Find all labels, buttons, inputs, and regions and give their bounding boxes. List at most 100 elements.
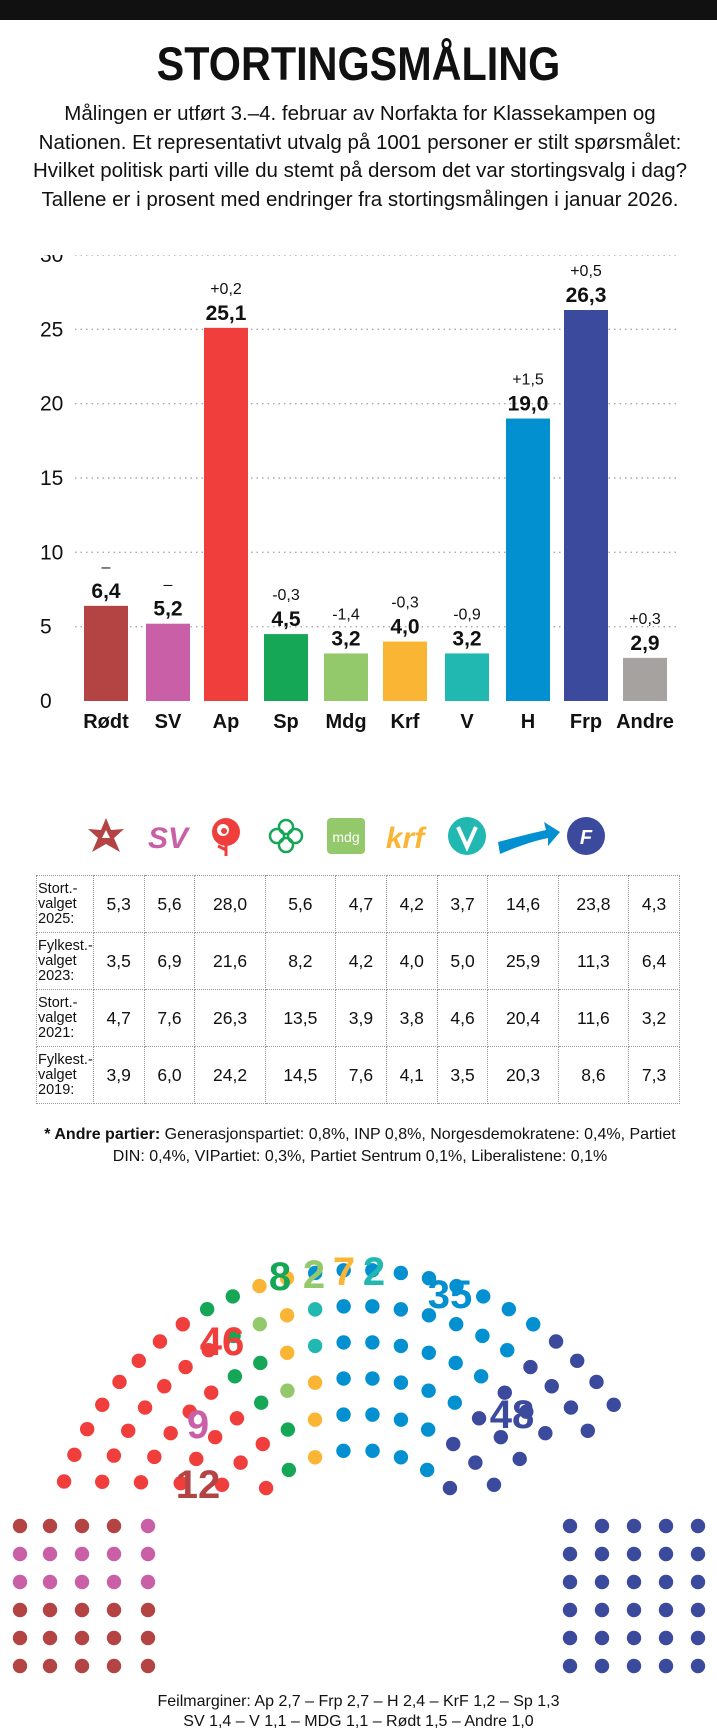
seat-dot-frp <box>690 1602 706 1618</box>
seat-dot-ap <box>133 1475 149 1490</box>
change-label-ap: +0,2 <box>210 281 242 298</box>
seat-dot-ap <box>178 1359 193 1375</box>
note-head: * Andre partier: <box>44 1126 161 1143</box>
seat-dot-rodt <box>140 1630 156 1646</box>
change-label-mdg: -1,4 <box>332 606 360 623</box>
history-row: Stort.- valget 2025: 5,3 5,6 28,0 5,6 4,7 4,2 3,7… <box>36 875 680 933</box>
x-label-rødt: Rødt <box>83 711 129 733</box>
history-cell: 5,6 <box>264 875 337 933</box>
history-cell: 20,3 <box>487 1046 559 1104</box>
history-cell: 13,5 <box>264 989 337 1047</box>
change-label-v: -0,9 <box>453 606 481 623</box>
seat-dot-krf <box>307 1375 323 1390</box>
history-row: Fylkest.- valget 2019: 3,9 6,0 24,2 14,5 7,6 4,1… <box>36 1046 680 1104</box>
history-cell: 3,7 <box>436 875 489 933</box>
history-cell: 5,6 <box>143 875 196 933</box>
seat-dot-frp <box>594 1546 610 1562</box>
row-label-line: valget <box>38 1009 77 1026</box>
bar-h <box>506 418 550 701</box>
history-cell: 6,9 <box>143 932 196 990</box>
seat-dot-h <box>476 1289 491 1304</box>
history-cell: 4,7 <box>335 875 387 933</box>
margins-line2: SV 1,4 – V 1,1 – MDG 1,1 – Rødt 1,5 – An… <box>183 1713 534 1730</box>
v-logo-icon <box>448 817 486 855</box>
change-labels: – – +0,2 -0,3 -1,4 -0,3 -0,9 +1,5 +0,5 +0,3 <box>102 263 661 628</box>
seat-dot-h <box>421 1345 437 1360</box>
seat-dots <box>12 1263 706 1674</box>
seat-dot-frp <box>690 1658 706 1674</box>
seat-dot-frp <box>562 1658 578 1674</box>
history-row-label: Fylkest.- valget 2019: <box>36 1046 94 1104</box>
seat-dot-ap <box>204 1385 219 1400</box>
history-cell: 3,9 <box>92 1046 145 1104</box>
seat-dot-h <box>393 1265 409 1281</box>
seat-dot-frp <box>626 1630 642 1646</box>
seat-dot-frp <box>563 1400 579 1415</box>
seat-dot-h <box>336 1371 351 1386</box>
history-cell: 25,9 <box>487 932 559 990</box>
history-cell: 4,2 <box>385 875 438 933</box>
top-rule <box>0 0 717 20</box>
seat-dot-ap <box>152 1334 168 1349</box>
x-label-v: V <box>460 711 474 733</box>
seat-dot-h <box>336 1263 351 1278</box>
seat-dot-krf <box>279 1271 295 1286</box>
seat-dot-h <box>447 1395 463 1410</box>
seat-distribution: 12 9 46 8 2 7 2 35 48 <box>12 1250 706 1674</box>
history-cell: 21,6 <box>194 932 266 990</box>
value-label-krf: 4,0 <box>390 616 419 639</box>
history-cell: 3,5 <box>92 932 145 990</box>
seat-dot-h <box>336 1299 351 1314</box>
y-tick-0: 0 <box>40 690 52 713</box>
seat-dot-frp <box>562 1630 578 1646</box>
change-label-frp: +0,5 <box>570 263 602 280</box>
seats-rodt: 12 <box>176 1463 221 1507</box>
seat-dot-frp <box>658 1658 674 1674</box>
seats-mdg: 2 <box>303 1253 325 1297</box>
seat-dot-v <box>307 1338 323 1354</box>
history-table: Stort.- valget 2025: 5,3 5,6 28,0 5,6 4,7 4,2 3,7… <box>36 875 680 1104</box>
history-cell: 11,3 <box>557 932 630 990</box>
seat-dot-rodt <box>74 1602 90 1618</box>
seat-dot-sv <box>42 1574 58 1590</box>
y-tick-5: 5 <box>40 616 52 639</box>
seat-dot-ap <box>258 1480 274 1496</box>
history-cell: 4,0 <box>385 932 438 990</box>
seat-dot-rodt <box>140 1658 156 1674</box>
seat-dot-h <box>500 1343 515 1358</box>
seat-dot-mdg <box>280 1383 295 1398</box>
seat-dot-ap <box>163 1426 178 1441</box>
seat-dot-sv <box>74 1574 90 1590</box>
seat-dot-frp <box>548 1334 564 1349</box>
krf-logo-text: krf <box>386 822 427 855</box>
seat-dot-rodt <box>42 1630 58 1646</box>
change-label-h: +1,5 <box>512 372 544 389</box>
seat-dot-frp <box>626 1658 642 1674</box>
seat-dot-sv <box>140 1546 156 1562</box>
seat-dot-rodt <box>106 1658 122 1674</box>
seat-dot-h <box>336 1443 351 1459</box>
seats-sv: 9 <box>187 1403 209 1447</box>
seat-dot-krf <box>307 1450 323 1465</box>
value-label-rødt: 6,4 <box>91 580 121 603</box>
seat-dot-rodt <box>106 1518 122 1534</box>
row-label-line: 2025: <box>38 910 75 927</box>
seat-dot-sp <box>199 1301 215 1317</box>
seat-dot-ap <box>95 1397 110 1413</box>
row-label-line: 2019: <box>38 1081 75 1098</box>
seat-dot-ap <box>233 1455 248 1470</box>
seat-dot-sv <box>74 1546 90 1562</box>
seat-dot-ap <box>201 1343 216 1358</box>
history-cell: 26,3 <box>194 989 266 1047</box>
seat-dot-rodt <box>42 1518 58 1534</box>
bar-frp <box>564 310 608 701</box>
seat-dot-ap <box>255 1436 270 1452</box>
svg-text:F: F <box>580 827 593 849</box>
seat-dot-h <box>393 1302 409 1317</box>
seat-dot-sv <box>140 1574 156 1590</box>
seat-dot-h <box>365 1299 380 1314</box>
seats-ap: 46 <box>200 1320 245 1364</box>
seat-dot-h <box>475 1328 490 1344</box>
seat-dot-sp <box>253 1355 268 1371</box>
sp-clover-icon <box>268 818 304 854</box>
